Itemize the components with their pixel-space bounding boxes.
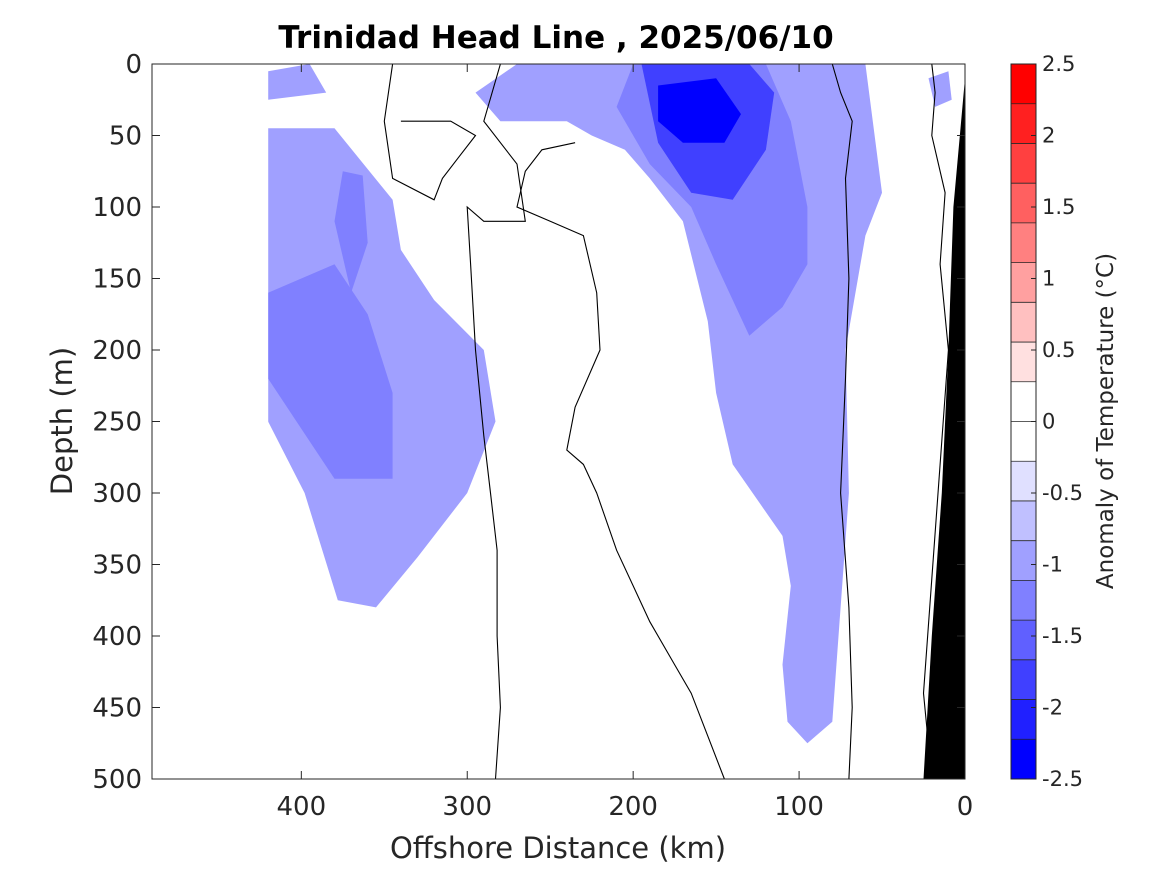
colorbar-tick-label-8: -1.5	[1042, 624, 1083, 648]
colorbar-tick-label-3: 1	[1042, 267, 1055, 291]
colorbar-tick-label-7: -1	[1042, 553, 1063, 577]
y-tick-label-0: 0	[125, 50, 142, 80]
anomaly-region-2	[268, 264, 393, 479]
zero-contour-line-1	[466, 63, 526, 780]
colorbar-swatch-12	[1011, 540, 1036, 581]
colorbar-swatch-17	[1011, 739, 1036, 780]
x-tick-label-300: 300	[442, 792, 492, 822]
colorbar-swatch-11	[1011, 500, 1036, 541]
zero-contour-line-2	[516, 142, 725, 780]
anomaly-region-8	[669, 89, 700, 129]
x-tick-label-100: 100	[774, 792, 824, 822]
anomaly-region-10	[517, 235, 609, 322]
colorbar-swatch-3	[1011, 183, 1036, 224]
colorbar-swatch-7	[1011, 342, 1036, 383]
y-tick-label-200: 200	[92, 336, 142, 366]
y-tick-label-500: 500	[92, 765, 142, 795]
y-tick-label-350: 350	[92, 551, 142, 581]
y-axis-label: Depth (m)	[45, 347, 79, 495]
y-tick-label-300: 300	[92, 479, 142, 509]
colorbar-tick-label-10: -2.5	[1042, 767, 1083, 791]
colorbar-swatch-13	[1011, 580, 1036, 621]
y-tick-label-450: 450	[92, 694, 142, 724]
y-tick-label-50: 50	[109, 122, 142, 152]
no-data-area	[152, 64, 269, 779]
colorbar: 2.5 2 1.5 1 0.5 0 -0.5 -1 -1.5 -2 -2.5	[1010, 52, 1083, 791]
colorbar-swatch-4	[1011, 222, 1036, 263]
y-tick-label-150: 150	[92, 265, 142, 295]
x-axis-ticks: 400 300 200 100 0	[277, 64, 974, 822]
colorbar-tick-label-2: 1.5	[1042, 195, 1075, 219]
chart-title: Trinidad Head Line , 2025/06/10	[278, 20, 833, 56]
x-tick-label-200: 200	[608, 792, 658, 822]
zero-contour-line-0	[383, 63, 477, 201]
colorbar-tick-label-9: -2	[1042, 696, 1063, 720]
colorbar-swatch-2	[1011, 143, 1036, 184]
colorbar-swatch-5	[1011, 262, 1036, 303]
anomaly-region-0	[268, 64, 327, 100]
colorbar-swatch-6	[1011, 302, 1036, 343]
plot-area	[151, 63, 966, 780]
seafloor-shape	[923, 78, 965, 780]
zero-contour-line-4	[922, 63, 949, 780]
anomaly-region-9	[342, 106, 438, 147]
anomaly-region-13	[888, 81, 919, 179]
colorbar-swatch-9	[1011, 421, 1036, 462]
y-tick-label-100: 100	[92, 193, 142, 223]
colorbar-swatch-14	[1011, 620, 1036, 661]
colorbar-swatch-16	[1011, 699, 1036, 740]
colorbar-swatch-10	[1011, 461, 1036, 502]
anomaly-region-12	[857, 278, 907, 779]
colorbar-tick-label-6: -0.5	[1042, 481, 1083, 505]
x-tick-label-400: 400	[277, 792, 327, 822]
colorbar-swatch-0	[1011, 64, 1036, 105]
colorbar-tick-label-1: 2	[1042, 124, 1055, 148]
colorbar-swatch-8	[1011, 381, 1036, 422]
anomaly-region-11	[600, 543, 634, 779]
anomaly-region-3	[334, 171, 368, 293]
colorbar-tick-label-4: 0.5	[1042, 338, 1075, 362]
colorbar-tick-label-5: 0	[1042, 410, 1055, 434]
y-axis-ticks: 0 50 100 150 200 250 300 350 400 450 500	[92, 50, 965, 795]
x-tick-label-0: 0	[957, 792, 974, 822]
colorbar-tick-label-0: 2.5	[1042, 52, 1075, 76]
x-axis-label: Offshore Distance (km)	[390, 831, 726, 865]
y-tick-label-250: 250	[92, 408, 142, 438]
zero-contour-line-3	[831, 63, 853, 780]
colorbar-label: Anomaly of Temperature (°C)	[1093, 253, 1119, 589]
colorbar-swatch-15	[1011, 659, 1036, 700]
colorbar-swatch-1	[1011, 103, 1036, 144]
y-tick-label-400: 400	[92, 622, 142, 652]
